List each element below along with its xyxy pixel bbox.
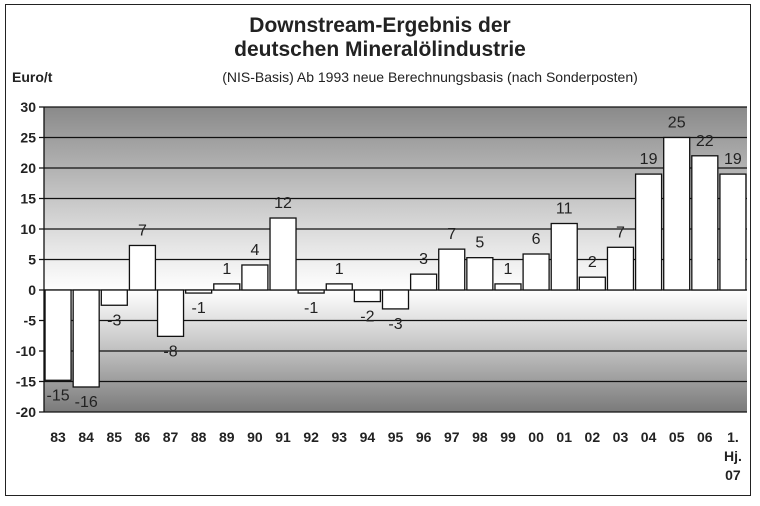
- chart-title-line2: deutschen Mineralölindustrie: [234, 38, 526, 61]
- bar: [578, 276, 606, 291]
- x-tick-label: 03: [613, 429, 629, 445]
- data-label: 4: [250, 242, 259, 259]
- x-tick-label: 98: [472, 429, 488, 445]
- bar: [269, 217, 297, 291]
- y-axis-label: Euro/t: [12, 69, 53, 85]
- bar: [494, 283, 522, 291]
- x-tick-label: 96: [416, 429, 432, 445]
- y-tick-label: 25: [20, 130, 36, 146]
- x-tick-label: 95: [388, 429, 404, 445]
- data-label: 19: [724, 151, 742, 168]
- data-label: 6: [532, 231, 541, 248]
- x-tick-label: 01: [556, 429, 572, 445]
- data-label: 2: [588, 254, 597, 271]
- data-label: -15: [46, 387, 69, 404]
- data-label: -16: [75, 394, 98, 411]
- x-tick-label: 88: [191, 429, 207, 445]
- x-tick-label: 05: [669, 429, 685, 445]
- bar: [297, 289, 325, 294]
- x-tick-label: 07: [725, 467, 741, 483]
- bar: [72, 289, 100, 388]
- bar: [719, 173, 747, 291]
- data-label: -3: [107, 312, 121, 329]
- chart-subtitle: (NIS-Basis) Ab 1993 neue Berechnungsbasi…: [222, 69, 638, 85]
- y-tick-label: 5: [28, 252, 36, 268]
- y-tick-label: 20: [20, 160, 36, 176]
- data-label: 7: [616, 224, 625, 241]
- bar: [213, 283, 241, 291]
- bar: [44, 289, 72, 381]
- y-tick-label: -10: [16, 343, 36, 359]
- data-label: 1: [335, 261, 344, 278]
- data-label: -3: [388, 316, 402, 333]
- data-label: -1: [192, 300, 206, 317]
- bar: [409, 273, 438, 291]
- x-tick-label: 91: [275, 429, 291, 445]
- bar: [438, 248, 466, 291]
- data-label: 22: [696, 133, 714, 150]
- data-label: 25: [668, 115, 686, 132]
- data-label: -8: [163, 343, 177, 360]
- y-tick-label: -15: [16, 374, 36, 390]
- data-label: 12: [274, 195, 292, 212]
- bar: [466, 257, 494, 291]
- chart-frame: [5, 4, 751, 496]
- x-tick-label: 89: [219, 429, 235, 445]
- data-label: 19: [640, 151, 658, 168]
- data-label: 11: [556, 201, 573, 218]
- bar: [663, 136, 691, 291]
- data-label: 5: [475, 235, 484, 252]
- bar: [550, 222, 578, 291]
- bar: [185, 289, 213, 294]
- y-tick-label: 0: [28, 282, 36, 298]
- y-tick-label: 30: [20, 99, 36, 115]
- bar: [691, 155, 719, 291]
- x-tick-label: 86: [135, 429, 151, 445]
- bar: [241, 264, 269, 291]
- data-label: -2: [360, 309, 374, 326]
- y-tick-label: 15: [20, 191, 36, 207]
- x-tick-label: 92: [303, 429, 319, 445]
- data-label: 7: [447, 226, 456, 243]
- x-tick-label: 1.: [727, 429, 739, 445]
- x-tick-label: 85: [107, 429, 123, 445]
- bar: [522, 253, 550, 291]
- x-tick-label: 97: [444, 429, 460, 445]
- x-tick-label: 06: [697, 429, 713, 445]
- x-tick-label: 02: [585, 429, 601, 445]
- y-tick-label: -5: [24, 313, 37, 329]
- x-tick-label: 93: [331, 429, 347, 445]
- x-tick-label: 04: [641, 429, 657, 445]
- x-tick-label: 94: [360, 429, 376, 445]
- bar: [100, 289, 128, 306]
- x-tick-label: Hj.: [724, 448, 742, 464]
- bar: [606, 246, 635, 291]
- data-label: 7: [138, 222, 147, 239]
- bar: [353, 289, 382, 303]
- x-tick-label: 00: [528, 429, 544, 445]
- x-tick-label: 87: [163, 429, 179, 445]
- x-tick-label: 83: [50, 429, 66, 445]
- bar: [325, 283, 353, 291]
- bar: [634, 173, 663, 291]
- data-label: 1: [222, 261, 231, 278]
- x-tick-label: 99: [500, 429, 516, 445]
- x-tick-label: 90: [247, 429, 263, 445]
- bar: [128, 244, 157, 291]
- data-label: 3: [419, 251, 428, 268]
- bar: [156, 289, 185, 338]
- data-label: -1: [304, 300, 318, 317]
- chart-title: Downstream-Ergebnis der: [249, 14, 511, 37]
- y-tick-label: -20: [16, 404, 36, 420]
- data-label: 1: [504, 261, 513, 278]
- y-tick-label: 10: [20, 221, 36, 237]
- x-tick-label: 84: [78, 429, 94, 445]
- bar: [381, 289, 410, 310]
